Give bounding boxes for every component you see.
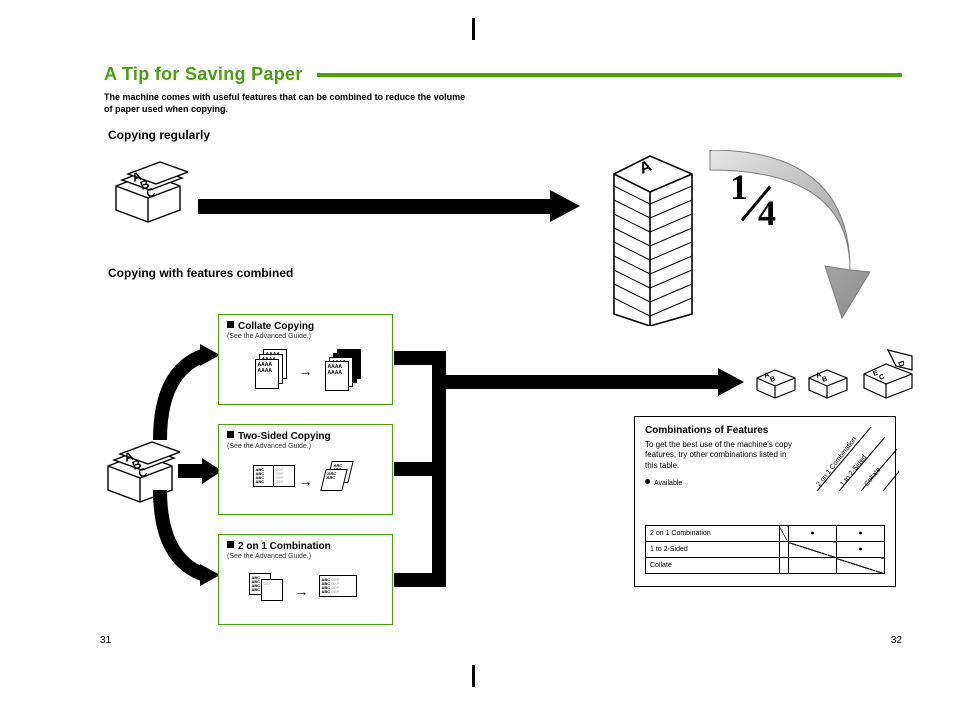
cell [788, 542, 836, 558]
fraction-den: 4 [758, 192, 776, 234]
mini-arrow-icon: → [299, 363, 313, 379]
twosided-label: Two-Sided Copying [238, 431, 331, 442]
subhead-regular: Copying regularly [108, 128, 210, 142]
2on1-before: ABCABCABCABC DEF [249, 569, 285, 613]
title-row: A Tip for Saving Paper [104, 64, 902, 85]
cell [779, 526, 788, 542]
curve-to-collate [150, 340, 220, 455]
page-number-right: 32 [891, 635, 902, 646]
cell [779, 558, 788, 574]
box-2on1: 2 on 1 Combination (See the Advanced Gui… [218, 534, 393, 625]
rowname-1: 1 to 2-Sided [646, 542, 780, 558]
cell: ● [788, 526, 836, 542]
result-stack-1: A B [753, 360, 799, 407]
2on1-after: ABC DEFABC DEFABC DEFABC DEF [319, 569, 363, 613]
combo-text: To get the best use of the machine's cop… [645, 440, 795, 471]
collate-after: AAAAAAAA AAAAAAAA [323, 349, 359, 393]
mini-arrow-icon: → [299, 473, 313, 489]
2on1-note: (See the Advanced Guide.) [227, 553, 384, 560]
pipe-seg [432, 375, 722, 389]
box-twosided-header: Two-Sided Copying [227, 431, 384, 442]
rowname-0: 2 on 1 Combination [646, 526, 780, 542]
collate-diagram: AAAAAAAA AAAAAAAA AAAAAAAA → AAAAAAAA AA… [227, 346, 384, 396]
title-rule [317, 73, 902, 77]
stack-original-top: A B C [108, 150, 188, 230]
table-row: 1 to 2-Sided ● [646, 542, 885, 558]
page-number-left: 31 [100, 635, 111, 646]
crop-mark-bottom [472, 665, 475, 687]
cell: ● [836, 526, 884, 542]
box-collate-header: Collate Copying [227, 321, 384, 332]
box-2on1-header: 2 on 1 Combination [227, 541, 384, 552]
arrow-regular [198, 186, 580, 231]
box-twosided: Two-Sided Copying (See the Advanced Guid… [218, 424, 393, 515]
collate-note: (See the Advanced Guide.) [227, 333, 384, 340]
combo-table: 2 on 1 Combination ● ● 1 to 2-Sided ● Co… [645, 525, 885, 574]
2on1-label: 2 on 1 Combination [238, 541, 331, 552]
diag-lines-icon [809, 423, 899, 493]
collate-before: AAAAAAAA AAAAAAAA AAAAAAAA [253, 349, 289, 393]
crop-mark-top [472, 18, 475, 40]
subhead-combined: Copying with features combined [108, 266, 293, 280]
combinations-box: Combinations of Features To get the best… [634, 416, 896, 587]
2on1-diagram: ABCABCABCABC DEF → ABC DEFABC DEFABC DEF… [227, 566, 384, 616]
page-title: A Tip for Saving Paper [104, 64, 303, 85]
fraction: 1 4 [730, 166, 790, 236]
fraction-num: 1 [730, 166, 748, 208]
twosided-note: (See the Advanced Guide.) [227, 443, 384, 450]
curve-to-2on1 [150, 480, 220, 595]
table-row: Collate [646, 558, 885, 574]
tall-stack: A [608, 146, 698, 331]
twosided-before: ABCABCABCABC DEFDEFDEFDEF [253, 459, 289, 503]
box-collate: Collate Copying (See the Advanced Guide.… [218, 314, 393, 405]
table-row: 2 on 1 Combination ● ● [646, 526, 885, 542]
intro-text: The machine comes with useful features t… [104, 92, 474, 115]
cell [779, 542, 788, 558]
rowname-2: Collate [646, 558, 780, 574]
collate-label: Collate Copying [238, 321, 314, 332]
twosided-after: ABCABC ABCABC [323, 459, 359, 503]
cell [836, 558, 884, 574]
combo-available: Available [654, 480, 682, 487]
twosided-diagram: ABCABCABCABC DEFDEFDEFDEF → ABCABC ABCAB… [227, 456, 384, 506]
result-stack-3: D E C [858, 346, 918, 409]
cell: ● [836, 542, 884, 558]
cell [788, 558, 836, 574]
mini-arrow-icon: → [295, 583, 309, 599]
result-stack-2: A B [805, 360, 851, 407]
pipe-arrowhead-icon [718, 368, 744, 396]
